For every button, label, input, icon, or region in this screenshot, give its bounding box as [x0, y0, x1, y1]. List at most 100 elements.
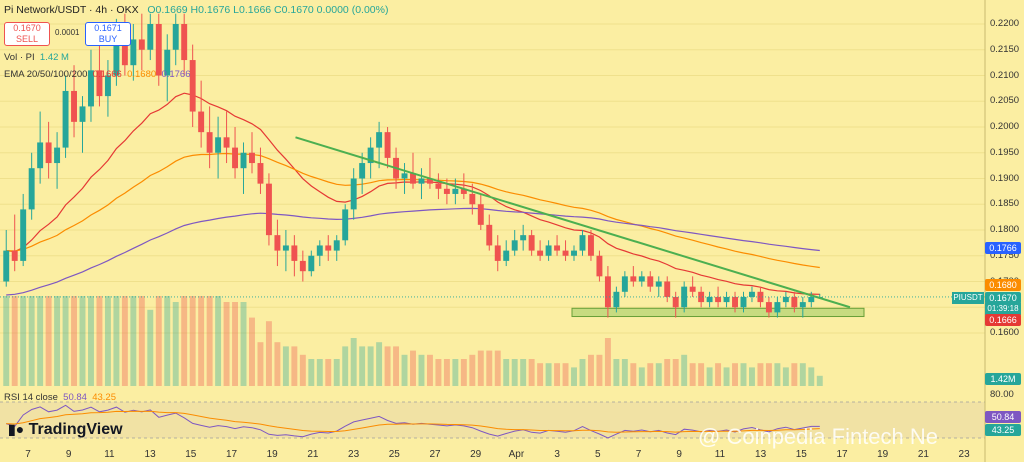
rsi-80-label: 80.00: [990, 389, 1014, 400]
volume-bar: [28, 296, 35, 386]
time-tick-label: 21: [917, 449, 929, 460]
candle-body: [630, 276, 637, 282]
volume-bar: [630, 363, 637, 386]
candle: [638, 271, 645, 287]
price-tick-label: 0.1800: [990, 224, 1020, 235]
candle-body: [172, 24, 179, 50]
volume-bar: [435, 359, 442, 386]
candle-body: [62, 90, 69, 148]
candle-body: [198, 111, 205, 133]
volume-bar: [571, 367, 577, 386]
candle-body: [689, 286, 696, 292]
volume-label: Vol · PI: [4, 52, 35, 63]
volume-bar: [799, 363, 806, 386]
volume-bar: [706, 367, 713, 386]
volume-bar: [325, 359, 332, 386]
volume-bar: [316, 359, 323, 386]
candle: [96, 44, 103, 107]
candle-body: [350, 178, 357, 210]
volume-bar: [664, 359, 671, 386]
volume-bar: [130, 296, 137, 386]
candle-body: [206, 132, 213, 153]
candle: [333, 235, 340, 261]
candle: [138, 13, 145, 71]
rsi-legend[interactable]: RSI 14 close 50.84 43.25: [4, 392, 116, 403]
candle-body: [359, 163, 366, 179]
volume-bar: [511, 359, 518, 386]
candle-body: [562, 250, 569, 256]
candle-body: [723, 296, 730, 303]
candle: [791, 291, 798, 313]
candle-body: [503, 250, 510, 261]
candle-body: [698, 291, 705, 303]
candle: [723, 291, 730, 308]
rsi-tag: 50.84: [985, 411, 1021, 423]
candle: [426, 157, 433, 189]
candle: [782, 291, 789, 308]
candle: [757, 286, 764, 308]
candle-body: [435, 183, 442, 189]
candle-body: [511, 240, 518, 251]
time-tick-label: 9: [676, 449, 682, 460]
candle-body: [71, 90, 77, 122]
tv-logo-text: TradingView: [28, 421, 123, 438]
volume-legend[interactable]: Vol · PI 1.42 M: [4, 52, 69, 63]
volume-bar: [359, 346, 366, 386]
volume-bar: [545, 363, 552, 386]
candle-body: [3, 250, 10, 282]
volume-bar: [367, 346, 374, 386]
volume-bar: [689, 363, 696, 386]
tradingview-logo: ▮● TradingView: [8, 421, 123, 439]
candle-body: [45, 142, 52, 164]
candle-body: [181, 24, 188, 61]
candle: [265, 173, 272, 246]
volume-value: 1.42 M: [39, 52, 69, 63]
price-tick-label: 0.1850: [990, 198, 1020, 210]
volume-bar: [418, 354, 425, 386]
volume-bar: [113, 296, 120, 386]
candle-body: [706, 296, 713, 303]
candle-body: [384, 132, 391, 158]
sell-button[interactable]: 0.1670 SELL: [4, 22, 50, 46]
volume-bar: [426, 354, 433, 386]
volume-bar: [638, 367, 645, 386]
sell-label: SELL: [15, 34, 39, 44]
watermark: @ Coinpedia Fintech Ne: [698, 424, 939, 449]
buy-button[interactable]: 0.1671 BUY: [85, 22, 131, 46]
time-tick-label: 19: [877, 449, 889, 460]
candle-body: [274, 235, 281, 251]
volume-bar: [410, 350, 416, 386]
candle-body: [376, 132, 383, 148]
volume-bar: [138, 296, 145, 386]
candle: [367, 137, 374, 179]
candle-body: [571, 250, 577, 256]
volume-bar: [816, 375, 823, 386]
ema-legend[interactable]: EMA 20/50/100/200 0.1666 0.1680 0.1766: [4, 69, 191, 80]
candle-body: [215, 137, 222, 153]
tv-icon: ▮●: [8, 421, 25, 437]
time-tick-label: 23: [348, 449, 360, 460]
candle-body: [452, 188, 459, 194]
volume-bar: [291, 346, 298, 386]
volume-bar: [333, 359, 340, 386]
candle: [401, 163, 408, 194]
chart-title: Pi Network/USDT · 4h · OKX: [4, 4, 139, 16]
candle-body: [655, 281, 662, 287]
volume-bar: [240, 302, 247, 386]
candle-body: [401, 173, 408, 179]
candle: [54, 132, 61, 189]
volume-bar: [486, 350, 493, 386]
candle: [240, 142, 247, 194]
time-tick-label: 23: [958, 449, 970, 460]
volume-bar: [401, 354, 408, 386]
candle-body: [20, 209, 27, 261]
time-tick-label: 7: [635, 449, 642, 460]
volume-bar: [121, 296, 128, 386]
volume-bar: [257, 342, 264, 386]
candle: [469, 183, 476, 215]
candle: [11, 214, 18, 272]
ema100-line: [6, 207, 820, 296]
candle: [460, 173, 467, 200]
candle: [181, 13, 188, 76]
